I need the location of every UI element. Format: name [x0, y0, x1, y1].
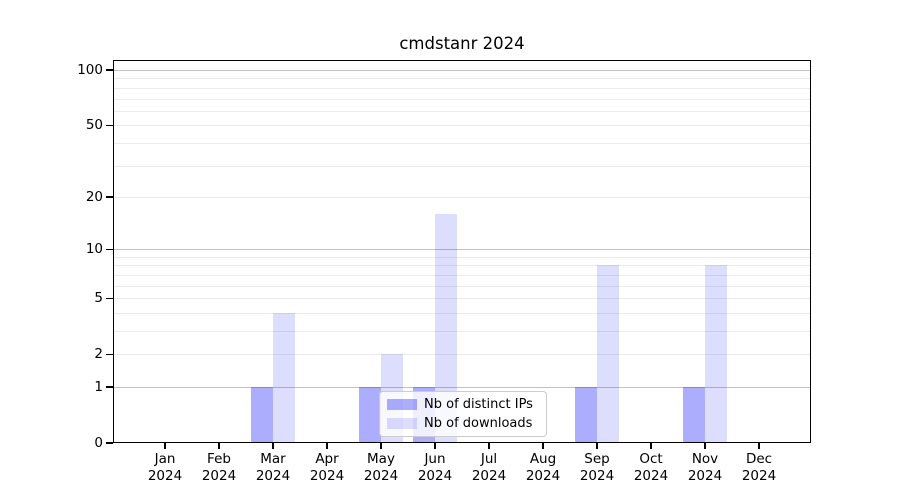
gridline-minor: [113, 274, 811, 276]
y-tick-label: 2: [94, 346, 103, 363]
x-tick: [164, 443, 166, 449]
gridline-minor: [113, 354, 811, 356]
bar-downloads: [705, 265, 727, 443]
x-tick: [542, 443, 544, 449]
y-tick-label: 50: [85, 117, 103, 134]
bar-distinct-ips: [251, 387, 273, 443]
gridline-minor: [113, 285, 811, 287]
y-tick: [106, 386, 113, 388]
x-tick-label: Aug 2024: [525, 451, 561, 484]
gridline-major: [113, 249, 811, 251]
x-tick-label: Jun 2024: [417, 451, 453, 484]
bar-downloads: [435, 214, 457, 443]
bar-downloads: [597, 265, 619, 443]
gridline-minor: [113, 298, 811, 300]
legend: Nb of distinct IPs Nb of downloads: [379, 391, 547, 437]
x-tick-label: Oct 2024: [633, 451, 669, 484]
x-tick-label: Nov 2024: [687, 451, 723, 484]
y-tick: [106, 196, 113, 198]
legend-swatch-distinct-ips: [387, 399, 417, 410]
y-tick: [106, 124, 113, 126]
gridline-minor: [113, 87, 811, 89]
x-tick: [650, 443, 652, 449]
x-tick: [272, 443, 274, 449]
y-tick-label: 100: [77, 62, 103, 78]
gridline-minor: [113, 78, 811, 80]
bar-distinct-ips: [359, 387, 381, 443]
x-tick: [488, 443, 490, 449]
legend-swatch-downloads: [387, 418, 417, 429]
gridline-minor: [113, 98, 811, 100]
plot-area: [113, 60, 811, 443]
gridline-minor: [113, 196, 811, 198]
y-tick: [106, 248, 113, 250]
y-tick-label: 5: [94, 290, 103, 307]
x-tick: [326, 443, 328, 449]
gridline-minor: [113, 165, 811, 167]
x-tick: [704, 443, 706, 449]
x-tick-label: Jan 2024: [147, 451, 183, 484]
legend-label-downloads: Nb of downloads: [424, 416, 533, 431]
gridline-minor: [113, 265, 811, 267]
legend-label-distinct-ips: Nb of distinct IPs: [424, 397, 533, 412]
x-tick-label: Sep 2024: [579, 451, 615, 484]
gridline-major: [113, 387, 811, 388]
y-tick-label: 10: [85, 241, 103, 258]
bar-distinct-ips: [683, 387, 705, 443]
x-tick: [380, 443, 382, 449]
gridline-minor: [113, 256, 811, 258]
bar-distinct-ips: [575, 387, 597, 443]
x-tick-label: Mar 2024: [255, 451, 291, 484]
gridline-minor: [113, 331, 811, 332]
y-tick: [106, 353, 113, 355]
y-tick: [106, 69, 113, 71]
gridline-minor: [113, 142, 811, 144]
y-tick-label: 1: [94, 379, 103, 395]
gridline-minor: [113, 125, 811, 127]
y-tick: [106, 297, 113, 299]
x-tick-label: Dec 2024: [741, 451, 777, 484]
x-tick: [434, 443, 436, 449]
gridline-minor: [113, 110, 811, 112]
y-tick-label: 0: [94, 435, 103, 451]
gridline-minor: [113, 312, 811, 314]
x-tick: [596, 443, 598, 449]
x-tick: [758, 443, 760, 449]
x-tick: [218, 443, 220, 449]
legend-item-downloads: Nb of downloads: [387, 416, 539, 431]
x-tick-label: Feb 2024: [201, 451, 237, 484]
x-tick-label: Jul 2024: [471, 451, 507, 484]
bar-downloads: [273, 312, 295, 443]
gridline-major: [113, 70, 811, 71]
chart-title: cmdstanr 2024: [399, 34, 525, 53]
legend-item-distinct-ips: Nb of distinct IPs: [387, 397, 539, 412]
x-tick-label: May 2024: [363, 451, 399, 484]
y-tick-label: 20: [85, 188, 103, 205]
y-tick: [106, 442, 113, 444]
x-tick-label: Apr 2024: [309, 451, 345, 484]
